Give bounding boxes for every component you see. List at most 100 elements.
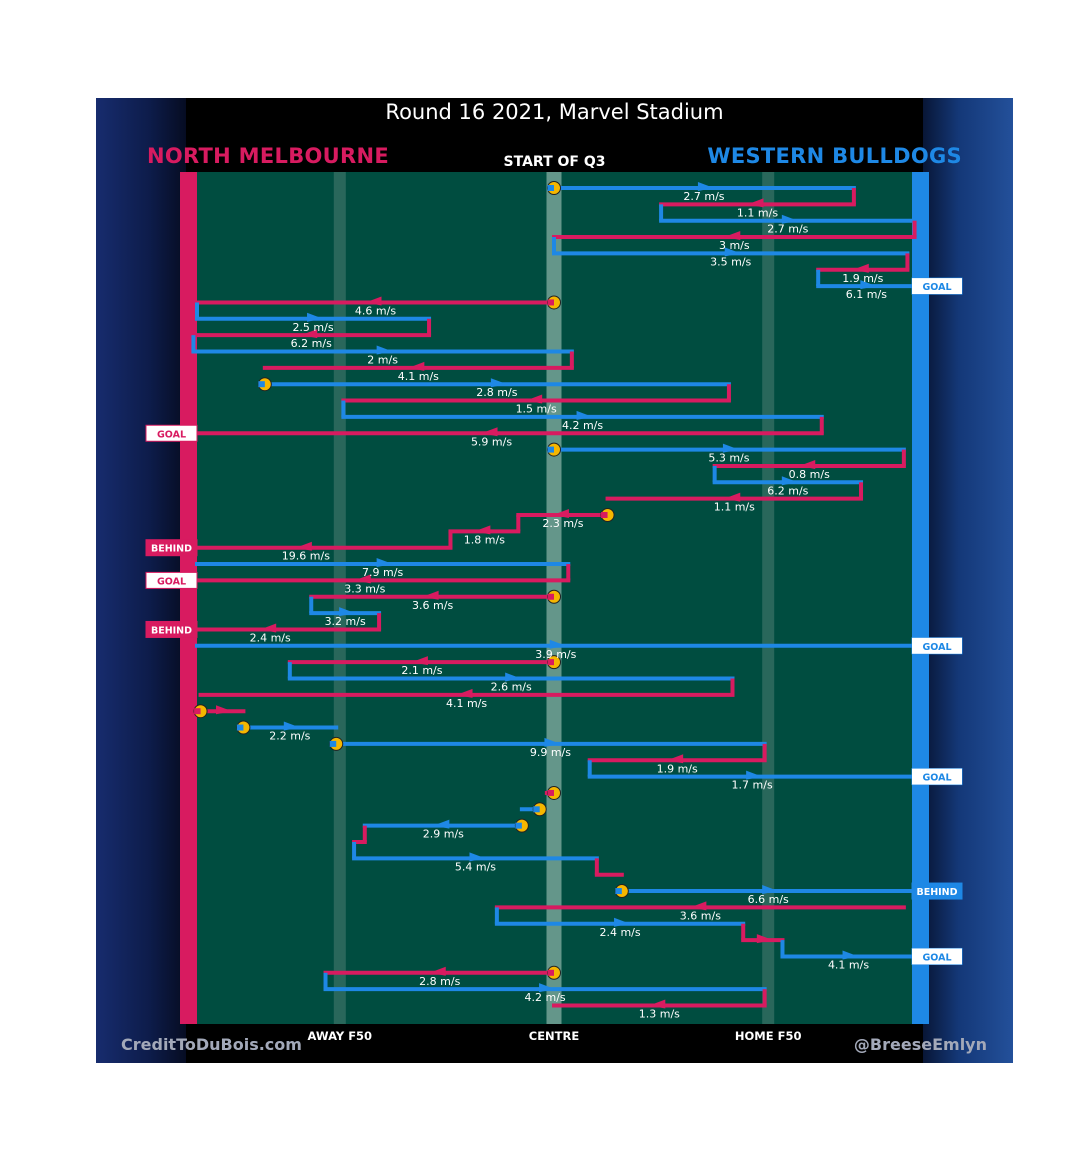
outcome-label: GOAL	[922, 642, 951, 653]
speed-label: 0.8 m/s	[789, 468, 830, 481]
speed-label: 2 m/s	[367, 354, 398, 367]
direction-arrow	[552, 509, 569, 518]
possession-start-marker	[547, 785, 561, 800]
direction-arrow	[260, 623, 277, 633]
direction-arrow	[411, 656, 428, 666]
direction-arrow	[649, 999, 666, 1009]
direction-arrow	[724, 247, 741, 257]
marker-team-flag	[194, 708, 201, 715]
direction-arrow	[667, 754, 684, 764]
possession-start-marker	[236, 720, 251, 735]
speed-label: 2.9 m/s	[423, 828, 464, 841]
direction-arrow	[469, 852, 486, 862]
direction-arrow	[756, 934, 773, 944]
direction-arrow	[690, 901, 707, 911]
home-f50-strip	[762, 172, 775, 1024]
speed-label: 3 m/s	[719, 239, 750, 252]
marker-team-flag	[329, 740, 337, 747]
x-tick-label: CENTRE	[529, 1029, 580, 1043]
possession-start-marker	[532, 802, 547, 817]
x-tick-label: AWAY F50	[308, 1029, 373, 1043]
speed-label: 4.1 m/s	[446, 697, 487, 710]
direction-arrow	[376, 558, 393, 568]
outcome-label: GOAL	[922, 282, 951, 293]
direction-arrow	[747, 198, 764, 208]
marker-team-flag	[547, 969, 554, 976]
possession-start-marker	[614, 884, 629, 899]
outcome-badge-box	[145, 424, 198, 442]
direction-arrow	[422, 590, 439, 600]
speed-label: 2.2 m/s	[269, 730, 310, 743]
labels-layer: 2.7 m/s 1.1 m/s 2.7 m/s 3 m/s 3.5 m/s 1.9 m/s…	[145, 190, 963, 1021]
marker-team-flag	[547, 659, 554, 666]
possession-start-marker	[547, 295, 561, 310]
direction-arrow	[365, 296, 382, 306]
speed-label: 3.6 m/s	[412, 599, 453, 612]
outcome-badge: GOAL	[145, 424, 198, 442]
direction-arrow	[781, 214, 798, 224]
direction-arrow	[429, 966, 446, 976]
outcome-badge: GOAL	[911, 947, 963, 965]
x-tick-label: HOME F50	[735, 1029, 802, 1043]
speed-label: 1.8 m/s	[464, 533, 505, 546]
direction-arrow	[576, 410, 593, 420]
outcome-badge: GOAL	[911, 768, 963, 786]
speed-label: 3.3 m/s	[344, 582, 385, 595]
marker-team-flag	[258, 381, 265, 388]
markers-layer	[193, 181, 629, 980]
speed-label: 2.4 m/s	[250, 631, 291, 644]
speed-label: 2.5 m/s	[292, 321, 333, 334]
marker-team-flag	[533, 806, 540, 813]
outcome-label: GOAL	[922, 952, 951, 963]
direction-arrow	[505, 672, 522, 682]
speed-label: 1.7 m/s	[732, 779, 773, 792]
marker-team-flag	[615, 888, 622, 895]
speed-label: 2.4 m/s	[599, 926, 640, 939]
outcome-label: GOAL	[157, 429, 186, 440]
possession-start-marker	[257, 377, 272, 392]
marker-team-flag	[515, 822, 522, 829]
speed-label: 2.7 m/s	[767, 223, 808, 236]
outcome-badge: GOAL	[911, 277, 963, 295]
direction-arrow	[544, 737, 561, 747]
direction-arrow	[842, 950, 859, 960]
outcome-badge: GOAL	[911, 637, 963, 655]
possession-start-marker	[547, 181, 561, 195]
direction-arrow	[549, 639, 566, 649]
speed-label: 4.6 m/s	[355, 304, 396, 317]
speed-label: 4.2 m/s	[562, 419, 603, 432]
direction-arrow	[456, 688, 473, 698]
speed-label: 3.9 m/s	[535, 648, 576, 661]
speed-label: 4.2 m/s	[524, 991, 565, 1004]
possession-start-marker	[329, 736, 344, 751]
speed-label: 3.2 m/s	[325, 615, 366, 628]
direction-arrow	[474, 525, 491, 535]
chains-layer	[159, 182, 917, 1009]
outcome-badge-fill	[912, 883, 962, 900]
speed-label: 5.9 m/s	[471, 435, 512, 448]
speed-label: 1.9 m/s	[657, 762, 698, 775]
outcome-label: BEHIND	[916, 887, 957, 898]
speed-label: 2.8 m/s	[419, 975, 460, 988]
marker-team-flag	[547, 299, 554, 306]
speed-label: 1.1 m/s	[714, 501, 755, 514]
outcome-badge-fill	[146, 621, 197, 638]
speed-label: 5.3 m/s	[708, 452, 749, 465]
outcome-badge-fill	[146, 539, 197, 556]
direction-arrow	[697, 182, 714, 191]
speed-label: 1.9 m/s	[842, 272, 883, 285]
speed-label: 4.1 m/s	[398, 370, 439, 383]
speed-label: 6.6 m/s	[748, 893, 789, 906]
home-goal-bar	[180, 172, 197, 1024]
away-goal-bar	[912, 172, 929, 1024]
possession-start-marker	[193, 704, 208, 719]
outcome-badge-fill	[912, 768, 962, 785]
speed-label: 3.5 m/s	[710, 255, 751, 268]
direction-arrow	[781, 476, 798, 486]
outcome-badge-fill	[912, 948, 962, 965]
speed-label: 2.6 m/s	[491, 681, 532, 694]
direction-arrow	[481, 427, 498, 437]
direction-arrow	[283, 721, 300, 731]
possession-start-marker	[600, 508, 615, 522]
